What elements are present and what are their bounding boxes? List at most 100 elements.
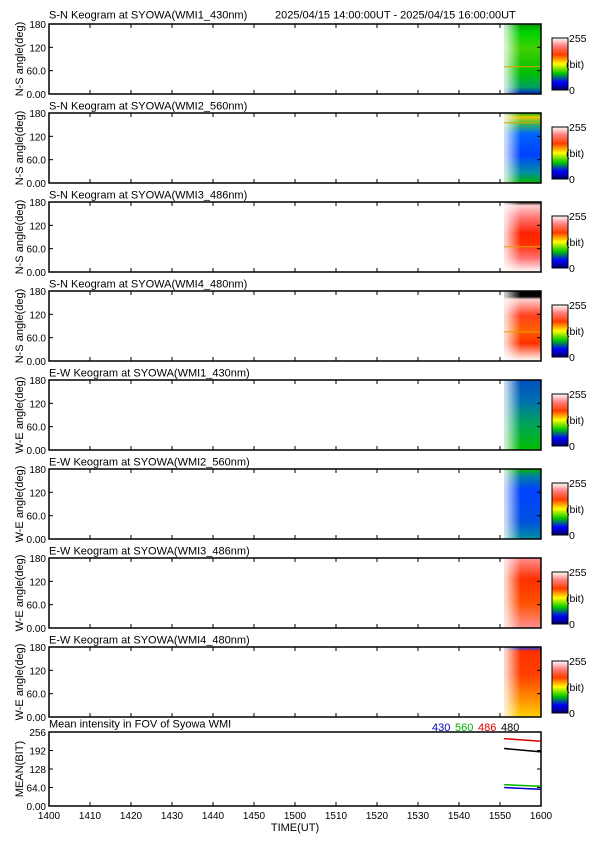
colorbar	[551, 215, 569, 269]
y-tick-label: 60.0	[27, 690, 47, 701]
plot-background	[49, 24, 541, 94]
y-tick-label: 0.00	[27, 179, 47, 190]
colorbar-min-label: 0	[569, 352, 575, 364]
plot-background	[49, 113, 541, 183]
y-tick-label: 180	[29, 287, 46, 298]
mean-y-ticks: 256 192 128 64.0 0.00	[27, 728, 541, 813]
keogram-panels: S-N Keogram at SYOWA(WMI1_430nm)18012060…	[14, 10, 587, 725]
series-line-480	[504, 747, 542, 753]
keogram-panel-7: E-W Keogram at SYOWA(WMI3_486nm)180 120 60…	[14, 546, 587, 636]
colorbar	[551, 571, 569, 625]
y-axis-label: N-S angle(deg)	[14, 289, 26, 364]
y-tick-label: 180	[29, 554, 46, 565]
y-tick-label: 0.00	[27, 357, 47, 368]
plot-background	[49, 202, 541, 272]
y-tick-label: 0.00	[27, 713, 47, 724]
plot-background	[49, 647, 541, 717]
x-axis: 1400 1410 1420 1430 1440 1450 1500 1510 1520 1530…	[38, 802, 553, 822]
y-axis-label: W-E angle(deg)	[14, 377, 26, 454]
y-tick-label: 180	[29, 109, 46, 120]
legend-430: 430	[432, 722, 450, 734]
mean-y-tick-label: 128	[29, 765, 46, 776]
x-tick-label: 1550	[489, 811, 512, 822]
colorbar-max-label: 255	[569, 33, 587, 45]
time-range-label: 2025/04/15 14:00:00UT - 2025/04/15 16:00…	[275, 10, 516, 22]
colorbar-max-label: 255	[569, 656, 587, 668]
colorbar-min-label: 0	[569, 619, 575, 631]
y-tick-label: 60.0	[27, 512, 47, 523]
x-axis-label: TIME(UT)	[271, 822, 319, 834]
y-tick-label: 120	[29, 399, 46, 410]
y-tick-label: 60.0	[27, 245, 47, 256]
colorbar	[551, 37, 569, 91]
colorbar-max-label: 255	[569, 122, 587, 134]
y-tick-label: 120	[29, 488, 46, 499]
colorbar-min-label: 0	[569, 708, 575, 720]
y-axis-label: N-S angle(deg)	[14, 111, 26, 186]
y-axis-label: N-S angle(deg)	[14, 22, 26, 97]
legend-486: 486	[478, 722, 496, 734]
keogram-panel-3: S-N Keogram at SYOWA(WMI3_486nm)180 120 60…	[14, 190, 587, 280]
y-tick-label: 180	[29, 376, 46, 387]
mean-y-tick-label: 192	[29, 747, 46, 758]
colorbar-max-label: 255	[569, 567, 587, 579]
plot-background	[49, 558, 541, 628]
colorbar	[551, 660, 569, 714]
plot-background	[49, 380, 541, 450]
mean-panel-title: Mean intensity in FOV of Syowa WMI	[49, 719, 231, 731]
panel-title: S-N Keogram at SYOWA(WMI2_560nm)	[49, 101, 247, 113]
y-tick-label: 0.00	[27, 268, 47, 279]
mean-ylabel: MEAN(BIT)	[14, 741, 26, 797]
mean-plot-frame	[48, 731, 542, 807]
keogram-panel-4: S-N Keogram at SYOWA(WMI4_480nm)180 120 60…	[14, 279, 587, 369]
colorbar-max-label: 255	[569, 300, 587, 312]
y-tick-label: 120	[29, 666, 46, 677]
y-tick-label: 180	[29, 198, 46, 209]
y-tick-label: 180	[29, 20, 46, 31]
y-axis-label: W-E angle(deg)	[14, 466, 26, 543]
keogram-fade	[504, 380, 541, 450]
panel-title: S-N Keogram at SYOWA(WMI3_486nm)	[49, 190, 247, 202]
y-tick-label: 120	[29, 43, 46, 54]
colorbar-unit-label: (bit)	[566, 415, 584, 427]
colorbar-unit-label: (bit)	[566, 504, 584, 516]
mean-y-tick-label: 256	[29, 728, 46, 739]
y-tick-label: 0.00	[27, 535, 47, 546]
mean-intensity-panel: Mean intensity in FOV of Syowa WMI 430 5…	[14, 719, 542, 813]
keogram-panel-8: E-W Keogram at SYOWA(WMI4_480nm)180 120 60…	[14, 635, 587, 725]
x-tick-label: 1510	[325, 811, 348, 822]
y-tick-label: 120	[29, 310, 46, 321]
panel-title: E-W Keogram at SYOWA(WMI3_486nm)	[49, 546, 250, 558]
colorbar-unit-label: (bit)	[566, 148, 584, 160]
x-tick-label: 1540	[448, 811, 471, 822]
keogram-fade	[504, 469, 541, 539]
colorbar-max-label: 255	[569, 389, 587, 401]
colorbar	[551, 304, 569, 358]
plot-background	[49, 291, 541, 361]
y-tick-label: 60.0	[27, 601, 47, 612]
plot-background	[49, 469, 541, 539]
y-tick-label: 60.0	[27, 423, 47, 434]
colorbar-min-label: 0	[569, 85, 575, 97]
keogram-fade	[504, 113, 541, 183]
y-axis-label: W-E angle(deg)	[14, 644, 26, 721]
x-tick-label: 1400	[38, 811, 61, 822]
colorbar-unit-label: (bit)	[566, 326, 584, 338]
x-tick-label: 1520	[366, 811, 389, 822]
y-tick-label: 0.00	[27, 90, 47, 101]
x-tick-label: 1410	[79, 811, 102, 822]
keogram-panel-5: E-W Keogram at SYOWA(WMI1_430nm)180 120 60…	[14, 368, 587, 458]
y-tick-label: 0.00	[27, 624, 47, 635]
colorbar-max-label: 255	[569, 478, 587, 490]
legend: 430 560 486 480	[432, 722, 519, 734]
colorbar-max-label: 255	[569, 211, 587, 223]
colorbar-unit-label: (bit)	[566, 237, 584, 249]
x-tick-label: 1500	[284, 811, 307, 822]
mean-y-tick-label: 0.00	[27, 802, 47, 813]
colorbar	[551, 393, 569, 447]
mean-series-lines	[504, 737, 542, 790]
keogram-fade	[504, 24, 541, 94]
panel-title: S-N Keogram at SYOWA(WMI4_480nm)	[49, 279, 247, 291]
legend-560: 560	[455, 722, 473, 734]
